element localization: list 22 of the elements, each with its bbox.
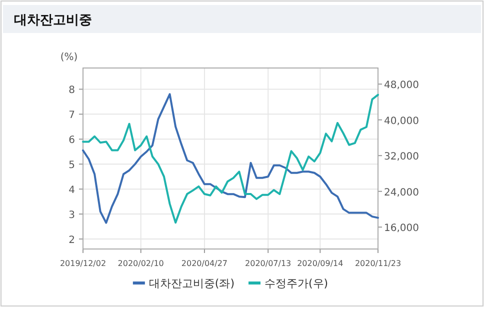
x-tick-label: 2019/12/02 <box>60 259 106 268</box>
legend-label: 대차잔고비중(좌) <box>148 277 234 290</box>
x-tick-label: 2020/02/10 <box>118 259 164 268</box>
y-tick-label: 2 <box>68 235 75 246</box>
y2-tick-label: 16,000 <box>384 223 419 234</box>
x-tick-label: 2020/04/27 <box>181 259 228 268</box>
y-tick-label: 8 <box>68 85 75 96</box>
y2-tick-label: 48,000 <box>384 80 419 92</box>
y2-tick-label: 24,000 <box>384 187 419 198</box>
y2-tick-label: 40,000 <box>384 116 419 127</box>
y-tick-label: 3 <box>68 210 75 222</box>
y2-tick-label: 32,000 <box>384 152 419 163</box>
y-tick-label: 5 <box>68 160 75 172</box>
y-tick-label: 4 <box>68 185 75 196</box>
y-axis-title: (%) <box>60 52 78 63</box>
x-tick-label: 2020/07/13 <box>245 259 292 268</box>
y-tick-label: 6 <box>68 135 75 146</box>
x-tick-label: 2020/11/23 <box>354 259 402 268</box>
x-tick-label: 2020/09/14 <box>297 259 344 268</box>
chart-title: 대차잔고비중 <box>14 13 92 28</box>
legend-label: 수정주가(우) <box>264 277 328 290</box>
y-tick-label: 7 <box>68 110 75 122</box>
